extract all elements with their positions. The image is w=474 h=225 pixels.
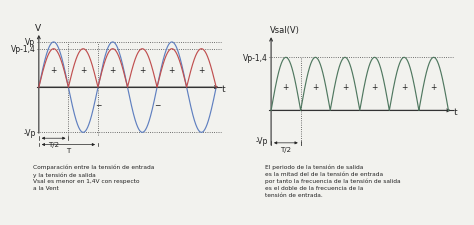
Text: +: + xyxy=(312,83,319,92)
Text: +: + xyxy=(80,66,86,75)
Text: +: + xyxy=(50,66,57,75)
Text: −: − xyxy=(95,101,101,109)
Text: +: + xyxy=(139,66,146,75)
Text: -Vp: -Vp xyxy=(255,136,268,145)
Text: t: t xyxy=(222,85,226,94)
Text: T: T xyxy=(66,148,71,154)
Text: +: + xyxy=(283,83,289,92)
Text: T/2: T/2 xyxy=(280,146,292,152)
Text: T/2: T/2 xyxy=(48,141,59,147)
Text: +: + xyxy=(109,66,116,75)
Text: −: − xyxy=(154,101,160,109)
Text: +: + xyxy=(342,83,348,92)
Text: +: + xyxy=(401,83,407,92)
Text: -Vp: -Vp xyxy=(23,128,36,137)
Text: +: + xyxy=(198,66,205,75)
Text: +: + xyxy=(169,66,175,75)
Text: +: + xyxy=(371,83,378,92)
Text: Vp-1,4: Vp-1,4 xyxy=(10,45,36,54)
Text: t: t xyxy=(454,108,458,117)
Text: Vp-1,4: Vp-1,4 xyxy=(243,54,268,63)
Text: El periodo de la tensión de salida
es la mitad del de la tensión de entrada
por : El periodo de la tensión de salida es la… xyxy=(265,164,401,197)
Text: Vsal(V): Vsal(V) xyxy=(270,26,300,35)
Text: V: V xyxy=(35,24,41,33)
Text: +: + xyxy=(430,83,437,92)
Text: Vp: Vp xyxy=(26,38,36,47)
Text: Comparación entre la tensión de entrada
y la tensión de salida
Vsal es menor en : Comparación entre la tensión de entrada … xyxy=(33,164,155,190)
